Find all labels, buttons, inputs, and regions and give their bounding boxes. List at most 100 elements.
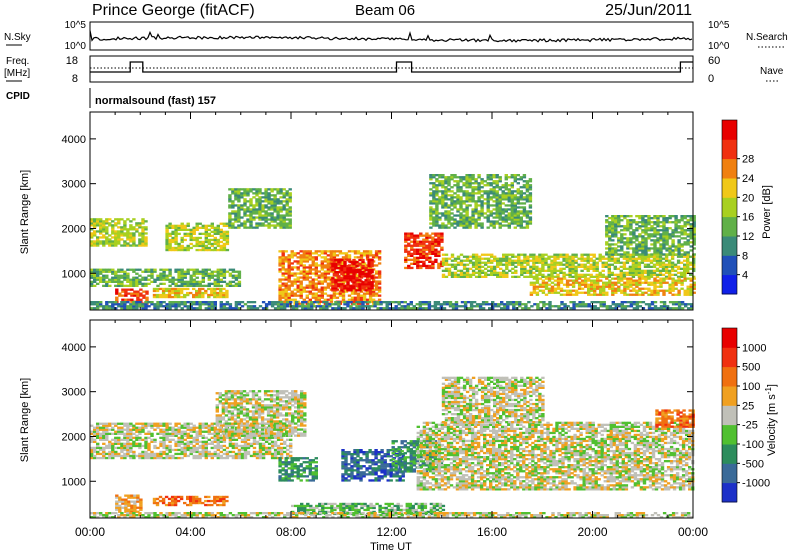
echo-cell xyxy=(518,303,522,306)
echo-cell xyxy=(617,285,621,288)
nsky-tick-top: 10^5 xyxy=(65,20,87,31)
echo-cell xyxy=(658,271,663,274)
echo-cell xyxy=(358,258,362,262)
echo-cell xyxy=(451,307,456,310)
echo-cell xyxy=(267,226,271,229)
echo-cell xyxy=(165,307,169,310)
echo-cell xyxy=(337,283,341,286)
echo-cell xyxy=(355,271,359,274)
echo-cell xyxy=(316,301,320,304)
echo-cell xyxy=(514,255,518,258)
echo-cell xyxy=(331,269,335,272)
echo-cell xyxy=(264,206,268,209)
echo-cell xyxy=(290,290,294,293)
echo-cell xyxy=(347,298,352,301)
echo-cell xyxy=(574,253,578,256)
echo-cell xyxy=(183,305,187,308)
echo-cell xyxy=(444,263,449,266)
echo-cell xyxy=(522,174,527,177)
echo-cell xyxy=(512,305,516,308)
echo-cell xyxy=(343,279,347,282)
echo-cell xyxy=(486,200,490,203)
echo-cell xyxy=(514,265,518,268)
echo-cell xyxy=(213,291,217,295)
echo-cell xyxy=(686,269,690,272)
echo-cell xyxy=(493,257,497,260)
echo-cell xyxy=(425,238,429,241)
echo-cell xyxy=(513,194,517,197)
echo-cell xyxy=(620,245,624,248)
echo-cell xyxy=(556,257,560,260)
echo-cell xyxy=(499,273,503,276)
echo-cell xyxy=(643,263,648,266)
echo-cell xyxy=(159,274,163,277)
echo-cell xyxy=(216,232,220,235)
echo-cell xyxy=(349,289,353,292)
echo-cell xyxy=(545,307,549,310)
echo-cell xyxy=(243,224,247,227)
echo-cell xyxy=(90,222,94,225)
echo-cell xyxy=(605,215,609,218)
echo-cell xyxy=(276,212,280,215)
echo-cell xyxy=(129,278,133,281)
echo-cell xyxy=(96,446,100,450)
echo-cell xyxy=(496,265,500,268)
echo-cell xyxy=(296,256,300,259)
echo-cell xyxy=(120,280,124,283)
echo-cell xyxy=(623,281,627,284)
echo-cell xyxy=(634,263,639,266)
echo-cell xyxy=(418,305,422,308)
echo-cell xyxy=(168,248,172,252)
echo-cell xyxy=(608,307,612,310)
echo-cell xyxy=(580,281,585,284)
echo-cell xyxy=(350,298,355,301)
echo-cell xyxy=(444,257,449,260)
echo-cell xyxy=(302,250,306,253)
echo-cell xyxy=(611,223,615,226)
echo-cell xyxy=(302,274,306,277)
echo-cell xyxy=(528,184,533,187)
echo-cell xyxy=(607,257,611,260)
echo-cell xyxy=(108,284,112,287)
echo-cell xyxy=(204,291,208,295)
echo-cell xyxy=(361,265,365,268)
echo-cell xyxy=(144,238,148,241)
echo-cell xyxy=(556,273,560,276)
echo-cell xyxy=(653,245,657,248)
echo-cell xyxy=(132,307,136,310)
echo-cell xyxy=(132,305,136,308)
echo-cell xyxy=(644,291,648,294)
echo-cell xyxy=(601,265,605,268)
echo-cell xyxy=(477,271,482,274)
echo-cell xyxy=(647,277,651,280)
echo-cell xyxy=(329,260,334,263)
echo-cell xyxy=(195,240,199,244)
echo-cell xyxy=(565,281,570,284)
echo-cell xyxy=(662,239,666,242)
echo-cell xyxy=(438,200,442,203)
echo-cell xyxy=(117,238,121,241)
echo-cell xyxy=(352,258,356,262)
echo-cell xyxy=(638,281,642,284)
echo-cell xyxy=(450,174,454,177)
echo-cell xyxy=(234,192,238,195)
echo-cell xyxy=(356,250,361,253)
echo-cell xyxy=(117,282,121,285)
echo-cell xyxy=(117,226,121,229)
echo-cell xyxy=(201,301,205,304)
echo-cell xyxy=(519,218,523,221)
echo-cell xyxy=(689,287,693,290)
echo-cell xyxy=(526,263,530,266)
echo-cell xyxy=(195,228,199,231)
echo-cell xyxy=(174,284,178,287)
echo-cell xyxy=(132,284,136,287)
echo-cell xyxy=(219,270,223,273)
echo-cell xyxy=(611,233,615,236)
echo-cell xyxy=(276,210,280,213)
echo-cell xyxy=(617,239,621,242)
echo-cell xyxy=(565,273,569,276)
echo-cell xyxy=(507,224,511,227)
echo-cell xyxy=(234,214,238,217)
echo-cell xyxy=(207,282,211,285)
echo-cell xyxy=(407,232,411,235)
